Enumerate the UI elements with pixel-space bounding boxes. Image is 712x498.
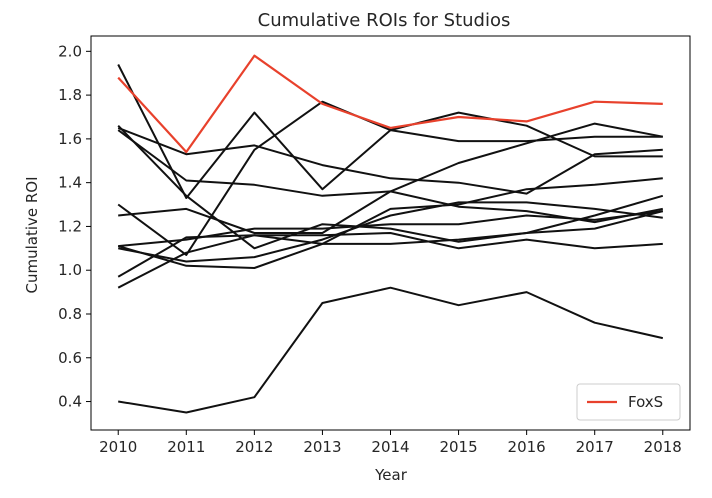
x-tick-label: 2015 xyxy=(439,438,477,456)
x-tick-label: 2011 xyxy=(167,438,205,456)
y-tick-label: 1.6 xyxy=(58,130,82,148)
series-line-4 xyxy=(117,125,664,250)
series-line-2 xyxy=(117,126,663,195)
y-tick-label: 1.4 xyxy=(58,174,82,192)
y-axis-ticks: 0.4 0.6 0.8 1.0 1.2 1.4 1.6 1.8 2.0 xyxy=(58,42,91,411)
y-tick-label: 1.2 xyxy=(58,217,82,235)
x-tick-label: 2018 xyxy=(644,438,682,456)
y-tick-label: 0.8 xyxy=(58,305,82,323)
plot-area xyxy=(90,35,691,431)
x-tick-label: 2013 xyxy=(303,438,341,456)
series-line-5 xyxy=(117,100,663,256)
series-line-foxs xyxy=(117,54,663,154)
y-tick-label: 1.0 xyxy=(58,261,82,279)
series-line-10 xyxy=(117,210,664,278)
legend: FoxS xyxy=(576,383,681,421)
chart-title: Cumulative ROIs for Studios xyxy=(258,10,511,31)
y-tick-label: 2.0 xyxy=(58,42,82,60)
series-line-12 xyxy=(118,286,664,414)
x-axis-label: Year xyxy=(374,466,408,484)
x-tick-label: 2014 xyxy=(371,438,409,456)
y-axis-label: Cumulative ROI xyxy=(23,176,41,293)
x-axis-ticks: 2010 2011 2012 2013 2014 2015 2016 2017 2018 xyxy=(99,430,682,456)
y-tick-label: 0.6 xyxy=(58,349,82,367)
series-line-11 xyxy=(117,232,663,289)
series-line-6 xyxy=(118,122,663,234)
x-tick-label: 2017 xyxy=(576,438,614,456)
series-line-7 xyxy=(117,177,663,269)
x-tick-label: 2010 xyxy=(99,438,137,456)
series-line-8 xyxy=(118,201,663,263)
x-tick-label: 2016 xyxy=(508,438,546,456)
x-tick-label: 2012 xyxy=(235,438,273,456)
y-tick-label: 0.4 xyxy=(58,393,82,411)
legend-box xyxy=(576,383,681,421)
y-tick-label: 1.8 xyxy=(58,86,82,104)
legend-label: FoxS xyxy=(628,393,663,411)
